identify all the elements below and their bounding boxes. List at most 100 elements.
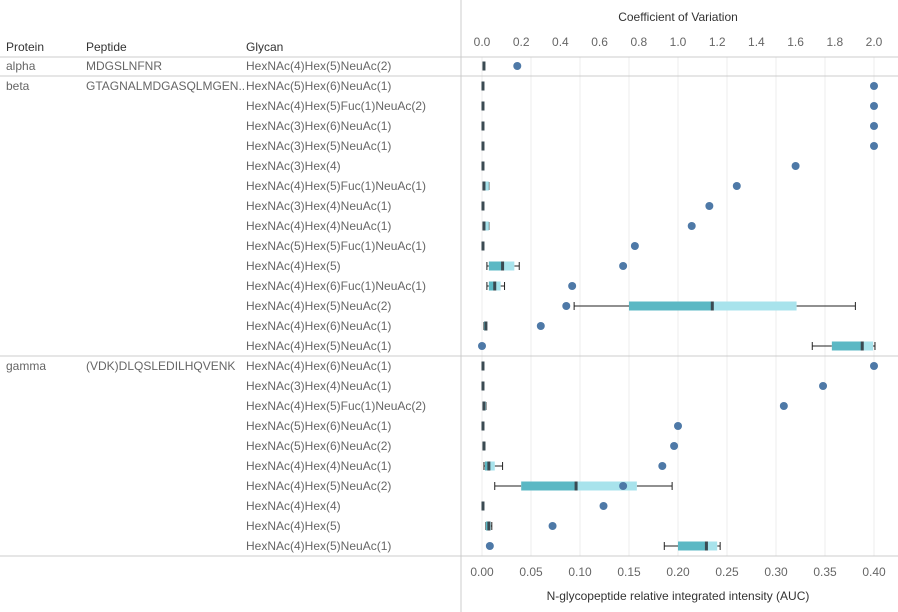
cv-point [670,442,679,450]
box-lower-half [484,461,489,471]
bottom-axis-tick-label: 0.05 [519,565,543,579]
median-mark [484,321,488,331]
cv-point [791,162,800,170]
glycan-label: HexNAc(3)Hex(4)NeuAc(1) [246,379,391,393]
top-axis-tick-label: 0.8 [630,35,647,49]
box-lower-half [831,341,863,351]
bottom-axis-tick-label: 0.40 [862,565,886,579]
median-mark [574,481,578,491]
median-mark [481,421,485,431]
peptide-label: GTAGNALMDGASQLMGEN.. [86,79,245,93]
median-mark [481,121,485,131]
protein-label: alpha [6,59,36,73]
box-upper-half [494,281,501,291]
cv-point [779,402,788,410]
top-axis-tick-label: 1.8 [826,35,843,49]
glycan-label: HexNAc(4)Hex(4)NeuAc(1) [246,459,391,473]
glycan-label: HexNAc(4)Hex(5)Fuc(1)NeuAc(2) [246,399,426,413]
peptide-label: MDGSLNFNR [86,59,162,73]
median-mark [487,521,491,531]
box-upper-half [483,221,489,231]
median-mark [482,221,486,231]
glycan-header: Glycan [246,40,283,54]
top-axis-tick-label: 2.0 [866,35,883,49]
cv-point [619,482,628,490]
glycan-label: HexNAc(3)Hex(5)NeuAc(1) [246,139,391,153]
glycan-label: HexNAc(4)Hex(5)NeuAc(1) [246,539,391,553]
top-axis-tick-label: 1.6 [787,35,804,49]
top-axis-tick-label: 1.2 [709,35,726,49]
cv-point [536,322,545,330]
median-mark [482,441,486,451]
cv-point [870,102,878,110]
protein-label: beta [6,79,30,93]
box-lower-half [629,301,713,311]
bottom-axis-tick-label: 0.35 [813,565,837,579]
median-mark [487,461,491,471]
median-mark [493,281,497,291]
cv-point [732,182,741,190]
glycan-label: HexNAc(4)Hex(6)NeuAc(1) [246,319,391,333]
cv-point [705,202,714,210]
box-upper-half [712,301,797,311]
cv-point [658,462,667,470]
box-upper-half [862,341,874,351]
median-mark [501,261,505,271]
top-axis-tick-label: 1.0 [670,35,687,49]
box-lower-half [678,541,707,551]
glycan-label: HexNAc(3)Hex(4) [246,159,341,173]
cv-point [870,362,878,370]
top-axis-tick-label: 0.2 [513,35,530,49]
median-mark [482,401,486,411]
top-axis-tick-label: 0.6 [591,35,608,49]
glycan-label: HexNAc(4)Hex(5)NeuAc(2) [246,59,391,73]
column-headers: Protein Peptide Glycan Coefficient of Va… [6,10,809,603]
median-mark [482,61,486,71]
glycan-label: HexNAc(4)Hex(6)NeuAc(1) [246,359,391,373]
box-upper-half [502,261,515,271]
median-mark [481,501,485,511]
glycan-label: HexNAc(4)Hex(5)Fuc(1)NeuAc(1) [246,179,426,193]
median-mark [481,101,485,111]
cv-point [819,382,828,390]
top-axis-tick-label: 0.0 [474,35,491,49]
glycan-label: HexNAc(4)Hex(5)NeuAc(2) [246,299,391,313]
top-axis-title: Coefficient of Variation [618,10,738,24]
glycan-label: HexNAc(5)Hex(5)Fuc(1)NeuAc(1) [246,239,426,253]
chart-marks [478,61,878,551]
glycan-label: HexNAc(4)Hex(4) [246,499,341,513]
glycan-label: HexNAc(5)Hex(6)NeuAc(2) [246,439,391,453]
glycan-label: HexNAc(4)Hex(5)NeuAc(1) [246,339,391,353]
median-mark [481,361,485,371]
median-mark [481,241,485,251]
bottom-axis-tick-label: 0.20 [666,565,690,579]
glycan-label: HexNAc(3)Hex(6)NeuAc(1) [246,119,391,133]
median-mark [482,181,486,191]
cv-point [674,422,682,430]
bottom-axis-tick-label: 0.10 [568,565,592,579]
median-mark [481,201,485,211]
cv-point [513,62,522,70]
axis-ticks: 0.0 0.2 0.4 0.6 0.8 1.0 1.2 1.4 1.6 1.8 2.0 0.00 0.0… [470,35,886,579]
cv-point [687,222,696,230]
box-upper-half [576,481,637,491]
median-mark [481,81,485,91]
cv-point [870,122,878,130]
top-axis-tick-label: 1.4 [748,35,765,49]
glycan-label: HexNAc(5)Hex(6)NeuAc(1) [246,79,391,93]
bottom-axis-tick-label: 0.15 [617,565,641,579]
median-mark [481,381,485,391]
cv-point [870,82,878,90]
peptide-header: Peptide [86,40,127,54]
median-mark [704,541,708,551]
glycan-label: HexNAc(4)Hex(5) [246,519,341,533]
cv-point [562,302,571,310]
box-upper-half [488,461,495,471]
row-labels: alpha MDGSLNFNR HexNAc(4)Hex(5)NeuAc(2) bet… [6,59,426,553]
cv-point [478,342,486,350]
median-mark [481,161,485,171]
glycan-label: HexNAc(3)Hex(4)NeuAc(1) [246,199,391,213]
bottom-axis-tick-label: 0.25 [715,565,739,579]
